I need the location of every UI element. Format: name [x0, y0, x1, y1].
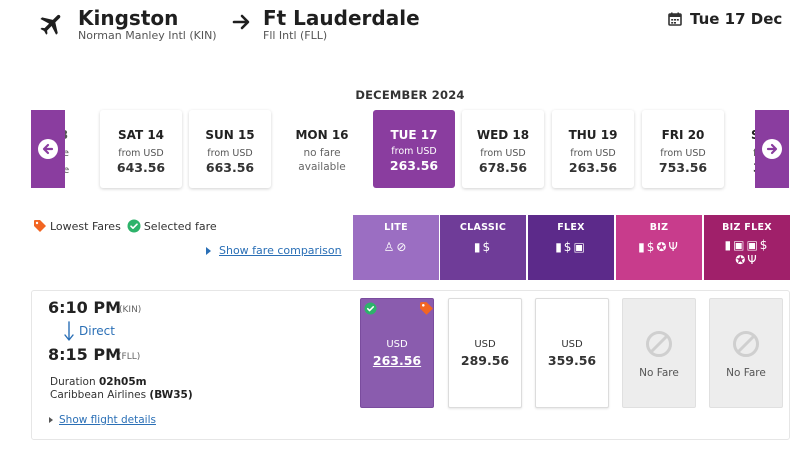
- fare-header-lite[interactable]: LITE ♙⊘: [353, 215, 439, 280]
- lite-feature-icons: ♙⊘: [383, 240, 409, 254]
- fare-header-biz-flex[interactable]: BIZ FLEX ▮▣▣$ ✪Ψ: [704, 215, 790, 280]
- date-card-sat-14[interactable]: SAT 14 from USD 643.56: [100, 110, 182, 188]
- flex-feature-icons: ▮$▣: [555, 240, 587, 254]
- fare-header-biz[interactable]: BIZ ▮$✪Ψ: [616, 215, 702, 280]
- arrow-right-icon: [232, 14, 250, 30]
- origin-city: Kingston: [78, 6, 179, 30]
- date-card-tue-17[interactable]: TUE 17 from USD 263.56: [373, 110, 455, 188]
- airline-name: Caribbean Airlines (BW35): [50, 389, 193, 401]
- date-card-sun-15[interactable]: SUN 15 from USD 663.56: [189, 110, 271, 188]
- fare-option-biz-flex: No Fare: [709, 298, 783, 408]
- arrival-time: 8:15 PM: [48, 345, 122, 364]
- triangle-right-icon: [206, 246, 211, 255]
- fare-option-biz: No Fare: [622, 298, 696, 408]
- calendar-icon: [668, 12, 682, 26]
- arrow-down-icon: [64, 321, 74, 341]
- not-available-icon: [646, 331, 672, 357]
- show-flight-details-link[interactable]: Show flight details: [49, 414, 156, 426]
- triangle-right-icon: [49, 417, 53, 423]
- show-fare-comparison-link[interactable]: Show fare comparison: [206, 244, 342, 257]
- biz-flex-feature-icons: ▮▣▣$: [724, 238, 770, 252]
- check-circle-icon: [364, 302, 377, 315]
- price-tag-icon: [34, 220, 46, 232]
- travel-date: Tue 17 Dec: [668, 10, 782, 28]
- flight-duration: Duration 02h05m: [50, 376, 147, 388]
- carousel-prev-button[interactable]: [31, 110, 65, 188]
- chevron-right-icon: [762, 139, 782, 159]
- check-circle-icon: [127, 219, 141, 233]
- fare-option-flex[interactable]: USD 359.56: [535, 298, 609, 408]
- fare-header-classic[interactable]: CLASSIC ▮$: [440, 215, 526, 280]
- date-card-mon-16: MON 16 no fare available: [281, 110, 363, 188]
- origin-airport: Norman Manley Intl (KIN): [78, 29, 217, 42]
- plane-icon: [40, 14, 61, 35]
- month-label: DECEMBER 2024: [355, 88, 465, 102]
- legend-selected-fare: Selected fare: [143, 219, 217, 233]
- chevron-left-icon: [38, 139, 58, 159]
- fare-option-lite[interactable]: USD 263.56: [360, 298, 434, 408]
- arrival-code: (FLL): [118, 352, 141, 362]
- departure-time: 6:10 PM: [48, 298, 122, 317]
- classic-feature-icons: ▮$: [473, 240, 493, 254]
- legend-lowest-fares: Lowest Fares: [50, 219, 121, 233]
- destination-airport: Fll Intl (FLL): [263, 29, 328, 42]
- destination-city: Ft Lauderdale: [263, 6, 420, 30]
- direct-label: Direct: [79, 324, 115, 338]
- not-available-icon: [733, 331, 759, 357]
- biz-flex-feature-icons-row2: ✪Ψ: [735, 253, 759, 267]
- departure-code: (KIN): [119, 305, 142, 315]
- price-tag-icon: [420, 302, 433, 315]
- carousel-next-button[interactable]: [755, 110, 789, 188]
- fare-legend: Lowest Fares Selected fare: [33, 219, 217, 233]
- date-card-fri-20[interactable]: FRI 20 from USD 753.56: [642, 110, 724, 188]
- fare-option-classic[interactable]: USD 289.56: [448, 298, 522, 408]
- biz-feature-icons: ▮$✪Ψ: [638, 240, 680, 254]
- header-date: Tue 17 Dec: [690, 10, 783, 28]
- date-card-wed-18[interactable]: WED 18 from USD 678.56: [462, 110, 544, 188]
- date-card-thu-19[interactable]: THU 19 from USD 263.56: [552, 110, 634, 188]
- fare-header-flex[interactable]: FLEX ▮$▣: [528, 215, 614, 280]
